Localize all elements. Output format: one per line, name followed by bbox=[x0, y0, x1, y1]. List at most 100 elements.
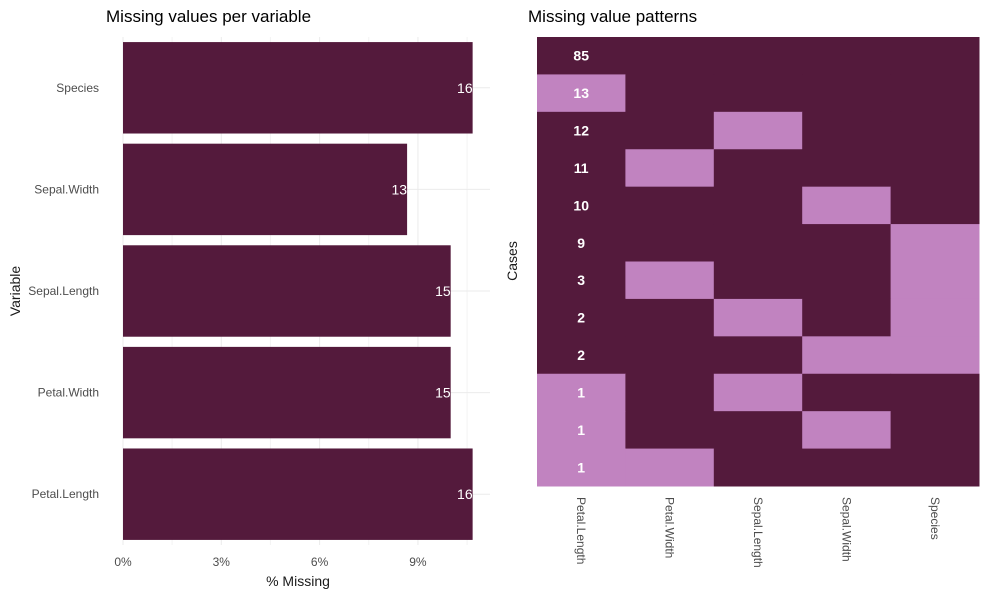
pattern-row-count: 2 bbox=[577, 310, 585, 326]
pattern-cell-missing bbox=[537, 448, 626, 487]
pattern-cell-present bbox=[625, 111, 715, 150]
pattern-cell-present bbox=[713, 186, 803, 225]
pattern-cell-present bbox=[890, 74, 980, 113]
bar-y-axis-title: Variable bbox=[7, 266, 23, 317]
bar-axis-ticks: Petal.Length Petal.Width Sepal.Length Sepal… bbox=[28, 81, 427, 569]
bar-y-tick-label: Species bbox=[56, 81, 99, 95]
pattern-cell-present bbox=[802, 298, 892, 337]
bar-y-tick-label: Sepal.Length bbox=[28, 284, 99, 298]
bar-y-tick-label: Petal.Width bbox=[38, 386, 99, 400]
bar-petal-width bbox=[123, 346, 451, 439]
bar-data-label: 13 bbox=[392, 181, 408, 197]
pattern-cell-present bbox=[537, 186, 626, 225]
pattern-cell-present bbox=[802, 111, 892, 150]
pattern-cell-missing bbox=[537, 74, 626, 113]
pattern-column-label: Sepal.Length bbox=[751, 497, 765, 568]
pattern-y-axis-title: Cases bbox=[504, 241, 520, 281]
pattern-cell-present bbox=[890, 149, 980, 188]
pattern-row-count: 1 bbox=[577, 422, 585, 438]
pattern-cell-missing bbox=[713, 111, 803, 150]
pattern-cell-present bbox=[625, 373, 715, 412]
pattern-cell-present bbox=[537, 261, 626, 300]
bar-chart-title: Missing values per variable bbox=[106, 7, 311, 26]
pattern-cell-present bbox=[713, 74, 803, 113]
pattern-cell-present bbox=[713, 224, 803, 262]
bar-data-label: 15 bbox=[435, 385, 451, 401]
pattern-cell-present bbox=[802, 37, 892, 75]
pattern-cell-missing bbox=[713, 298, 803, 337]
pattern-cell-present bbox=[625, 74, 715, 113]
pattern-cell-present bbox=[625, 224, 715, 262]
pattern-row-count: 2 bbox=[577, 347, 585, 363]
bar-marks: 16 15 15 13 16 bbox=[123, 42, 473, 540]
bar-panel: Missing values per variable 16 15 15 13 16 P… bbox=[7, 7, 490, 589]
pattern-cell-present bbox=[802, 373, 892, 412]
pattern-cell-missing bbox=[890, 261, 980, 300]
bar-data-label: 16 bbox=[457, 486, 473, 502]
pattern-column-label: Petal.Length bbox=[574, 497, 588, 564]
pattern-cell-present bbox=[890, 111, 980, 150]
pattern-cell-present bbox=[802, 448, 892, 487]
pattern-cell-missing bbox=[625, 261, 715, 300]
pattern-cell-present bbox=[890, 448, 980, 487]
bar-sepal-length bbox=[123, 245, 451, 337]
pattern-row-count: 1 bbox=[577, 459, 585, 475]
pattern-row-count: 10 bbox=[573, 197, 589, 213]
pattern-cell-present bbox=[713, 448, 803, 487]
pattern-cell-missing bbox=[802, 336, 892, 375]
pattern-row-count: 1 bbox=[577, 384, 585, 400]
pattern-cell-present bbox=[802, 261, 892, 300]
bar-petal-length bbox=[123, 448, 473, 540]
bar-y-tick-label: Petal.Length bbox=[32, 487, 99, 501]
pattern-cell-missing bbox=[625, 448, 715, 487]
pattern-cell-present bbox=[625, 298, 715, 337]
pattern-cell-present bbox=[625, 37, 715, 75]
pattern-panel: Missing value patterns 85131211109322111… bbox=[504, 7, 980, 568]
pattern-cell-missing bbox=[890, 298, 980, 337]
pattern-cell-missing bbox=[802, 411, 892, 450]
pattern-cell-present bbox=[713, 37, 803, 75]
bar-data-label: 16 bbox=[457, 80, 473, 96]
pattern-row-count: 9 bbox=[577, 235, 585, 251]
pattern-row-count: 13 bbox=[573, 85, 589, 101]
pattern-cell-present bbox=[802, 149, 892, 188]
pattern-cell-present bbox=[537, 336, 626, 375]
pattern-cell-missing bbox=[625, 149, 715, 188]
pattern-row-count: 11 bbox=[574, 160, 589, 176]
bar-x-tick-label: 6% bbox=[311, 555, 329, 569]
pattern-cell-present bbox=[890, 37, 980, 75]
bar-x-tick-label: 0% bbox=[114, 555, 132, 569]
pattern-cell-present bbox=[890, 186, 980, 225]
pattern-column-label: Species bbox=[928, 497, 942, 540]
bar-x-axis-title: % Missing bbox=[266, 573, 330, 589]
pattern-cell-present bbox=[713, 336, 803, 375]
bar-data-label: 15 bbox=[435, 283, 451, 299]
pattern-cell-missing bbox=[890, 224, 980, 262]
pattern-cell-present bbox=[802, 74, 892, 113]
pattern-cell-present bbox=[537, 111, 626, 150]
pattern-cell-present bbox=[625, 186, 715, 225]
pattern-row-count: 85 bbox=[573, 48, 589, 64]
bar-species bbox=[123, 42, 473, 134]
pattern-cell-present bbox=[625, 411, 715, 450]
pattern-cell-present bbox=[890, 373, 980, 412]
pattern-cells bbox=[537, 37, 980, 487]
pattern-cell-present bbox=[625, 336, 715, 375]
pattern-cell-missing bbox=[802, 186, 892, 225]
pattern-cell-missing bbox=[713, 373, 803, 412]
pattern-cell-present bbox=[537, 224, 626, 262]
pattern-cell-present bbox=[802, 224, 892, 262]
pattern-row-count: 12 bbox=[573, 123, 589, 139]
bar-x-tick-label: 9% bbox=[409, 555, 427, 569]
pattern-cell-present bbox=[713, 411, 803, 450]
bar-y-tick-label: Sepal.Width bbox=[34, 182, 99, 196]
pattern-cell-missing bbox=[537, 373, 626, 412]
pattern-cell-present bbox=[537, 298, 626, 337]
pattern-cell-present bbox=[713, 261, 803, 300]
pattern-chart-title: Missing value patterns bbox=[528, 7, 697, 26]
pattern-cell-missing bbox=[890, 336, 980, 375]
pattern-cell-present bbox=[890, 411, 980, 450]
pattern-column-label: Sepal.Width bbox=[839, 497, 853, 562]
